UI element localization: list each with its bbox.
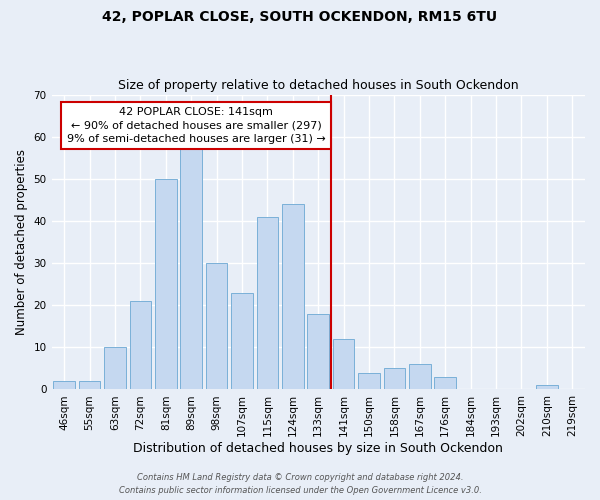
Bar [536, 385, 557, 390]
Bar [130, 301, 151, 390]
Text: Contains HM Land Registry data © Crown copyright and database right 2024.
Contai: Contains HM Land Registry data © Crown c… [119, 474, 481, 495]
Bar [434, 377, 456, 390]
Bar [79, 381, 100, 390]
Text: 42 POPLAR CLOSE: 141sqm
← 90% of detached houses are smaller (297)
9% of semi-de: 42 POPLAR CLOSE: 141sqm ← 90% of detache… [67, 107, 326, 144]
Bar [383, 368, 405, 390]
Text: 42, POPLAR CLOSE, SOUTH OCKENDON, RM15 6TU: 42, POPLAR CLOSE, SOUTH OCKENDON, RM15 6… [103, 10, 497, 24]
Bar [358, 372, 380, 390]
Bar [231, 292, 253, 390]
Bar [333, 339, 355, 390]
Bar [155, 179, 176, 390]
Bar [206, 263, 227, 390]
Bar [409, 364, 431, 390]
Bar [53, 381, 75, 390]
Bar [257, 216, 278, 390]
Y-axis label: Number of detached properties: Number of detached properties [15, 149, 28, 335]
Bar [282, 204, 304, 390]
Title: Size of property relative to detached houses in South Ockendon: Size of property relative to detached ho… [118, 79, 518, 92]
Bar [307, 314, 329, 390]
Bar [104, 348, 126, 390]
Bar [181, 145, 202, 390]
X-axis label: Distribution of detached houses by size in South Ockendon: Distribution of detached houses by size … [133, 442, 503, 455]
